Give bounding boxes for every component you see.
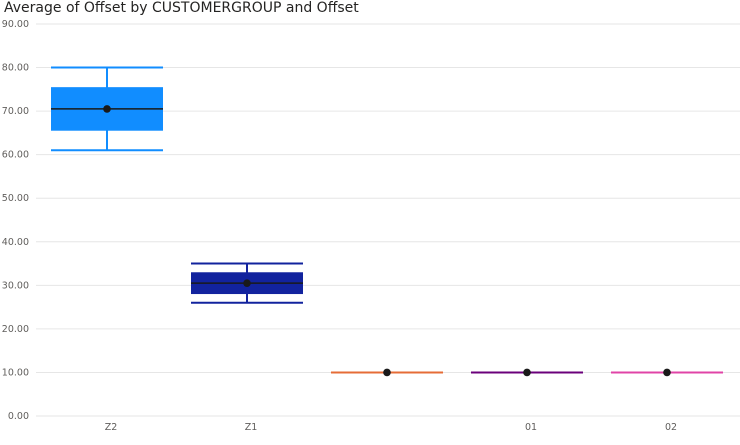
gridlines <box>36 23 740 417</box>
box-01 <box>471 368 583 377</box>
y-tick-label: 80.00 <box>2 63 29 74</box>
y-tick-label: 30.00 <box>2 280 29 291</box>
mean-marker <box>103 105 111 113</box>
mean-marker <box>243 279 251 287</box>
chart-title: Average of Offset by CUSTOMERGROUP and O… <box>4 0 359 16</box>
x-axis: Z2 Z1 01 02 <box>105 422 677 433</box>
y-tick-label: 0.00 <box>8 411 29 422</box>
mean-marker <box>663 368 671 377</box>
mean-marker <box>523 368 531 377</box>
boxes <box>51 66 723 377</box>
box-02 <box>611 368 723 377</box>
y-tick-label: 40.00 <box>2 237 29 248</box>
y-tick-label: 50.00 <box>2 193 29 204</box>
x-tick-label: Z1 <box>245 422 258 433</box>
box-blank <box>331 368 443 377</box>
y-tick-label: 70.00 <box>2 106 29 117</box>
y-tick-label: 60.00 <box>2 150 29 161</box>
y-tick-label: 90.00 <box>2 19 29 30</box>
y-tick-label: 10.00 <box>2 367 29 378</box>
x-tick-label: Z2 <box>105 422 118 433</box>
box-Z1 <box>191 262 303 304</box>
x-tick-label: 02 <box>665 422 677 433</box>
y-axis: 0.00 10.00 20.00 30.00 40.00 50.00 60.00 70.00 8… <box>2 19 29 422</box>
x-tick-label: 01 <box>525 422 537 433</box>
y-tick-label: 20.00 <box>2 324 29 335</box>
mean-marker <box>383 368 391 377</box>
box-Z2 <box>51 66 163 152</box>
